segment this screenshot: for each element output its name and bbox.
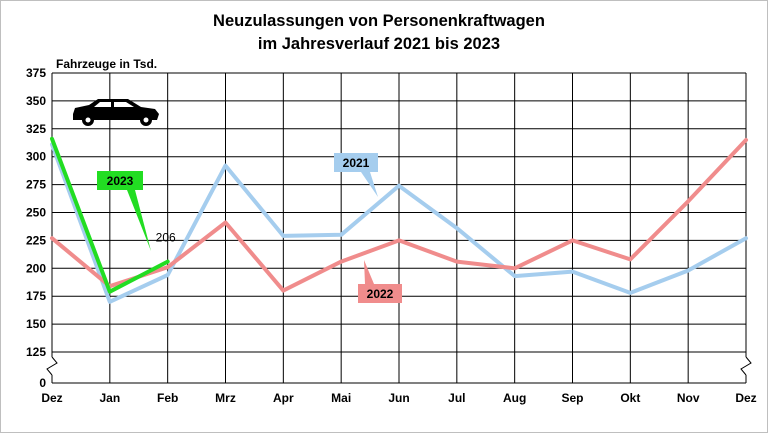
x-tick-label: Dez (735, 391, 756, 405)
data-label: 206 (156, 231, 176, 245)
x-tick-label: Feb (157, 391, 178, 405)
callout-pointer-2021 (361, 172, 378, 197)
y-tick-label: 200 (26, 261, 46, 275)
callout-box-2023 (97, 171, 143, 190)
y-tick-label: 325 (26, 122, 46, 136)
y-axis-unit-label: Fahrzeuge in Tsd. (56, 57, 157, 71)
x-tick-label: Nov (677, 391, 700, 405)
grid (51, 72, 747, 384)
x-tick-label: Mai (331, 391, 351, 405)
x-tick-label: Jan (99, 391, 120, 405)
y-tick-label: 250 (26, 206, 46, 220)
series-label-2023: 2023 (107, 174, 134, 188)
series-lines (50, 136, 748, 304)
chart-title-line-2: im Jahresverlauf 2021 bis 2023 (258, 35, 500, 53)
series-label-2021: 2021 (343, 156, 370, 170)
y-tick-label: 375 (26, 66, 46, 80)
callout-box-2022 (358, 284, 402, 303)
series-line-2022 (50, 138, 748, 293)
y-tick-label: 275 (26, 178, 46, 192)
x-tick-label: Okt (620, 391, 640, 405)
x-tick-label: Dez (41, 391, 62, 405)
x-tick-label: Jun (388, 391, 409, 405)
chart-title-line-1: Neuzulassungen von Personenkraftwagen (213, 12, 545, 30)
x-tick-label: Apr (273, 391, 294, 405)
axis-break-mark (740, 356, 752, 376)
callout-pointer-2022 (364, 260, 374, 284)
y-tick-label: 0 (39, 376, 46, 390)
car-icon (73, 99, 159, 126)
x-tick-label: Jul (448, 391, 465, 405)
x-tick-label: Mrz (215, 391, 236, 405)
x-tick-label: Aug (503, 391, 526, 405)
series-label-2022: 2022 (367, 287, 394, 301)
y-tick-label: 175 (26, 289, 46, 303)
x-tick-labels: Dez Jan Feb Mrz Apr Mai Jun Jul Aug Sep Okt Nov Dez (41, 391, 756, 405)
y-tick-label: 125 (26, 345, 46, 359)
y-tick-label: 225 (26, 233, 46, 247)
axis-break-mark (46, 356, 58, 376)
y-tick-label: 300 (26, 150, 46, 164)
series-line-2023 (50, 136, 170, 294)
series-line-2021 (50, 142, 748, 304)
y-tick-label: 150 (26, 317, 46, 331)
x-tick-label: Sep (561, 391, 583, 405)
callout-box-2021 (334, 153, 378, 172)
axis-break-marks (46, 356, 752, 376)
callout-pointer-2023 (127, 190, 151, 251)
y-tick-labels: 0 125 150 175 200 225 250 275 300 325 350 375 (26, 66, 46, 390)
series-callouts: 2021 2022 2023 206 (97, 153, 402, 303)
y-tick-label: 350 (26, 94, 46, 108)
